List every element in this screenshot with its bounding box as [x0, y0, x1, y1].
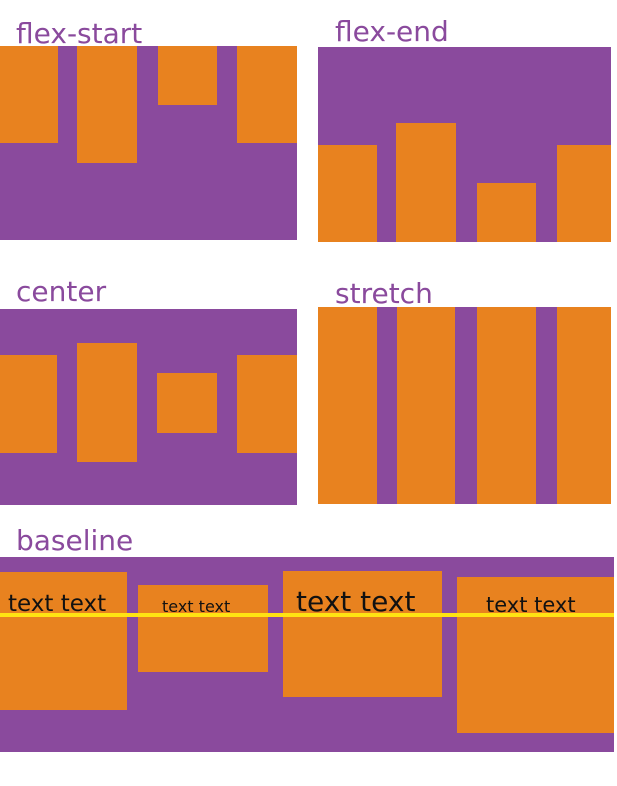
flex-item-box: text text — [283, 571, 442, 697]
flex-item-box — [77, 46, 137, 163]
panel-baseline: text text text text text text text text — [0, 557, 614, 752]
panel-flex-end — [318, 47, 611, 242]
panel-label-center: center — [16, 275, 107, 308]
panel-label-flex-start: flex-start — [16, 17, 143, 50]
panel-stretch — [318, 307, 611, 504]
flex-item-box: text text — [138, 585, 268, 672]
baseline-indicator-line — [0, 613, 614, 617]
flex-item-box — [397, 307, 455, 504]
flex-item-box — [237, 355, 297, 453]
flex-item-box — [396, 123, 456, 242]
flex-item-box — [0, 355, 57, 453]
flex-item-box — [158, 46, 217, 105]
flex-item-box — [557, 307, 611, 504]
flex-item-box: text text — [457, 577, 614, 733]
flex-item-box — [157, 373, 217, 433]
flex-item-box — [77, 343, 137, 462]
panel-flex-start — [0, 46, 297, 240]
baseline-item-text: text text — [8, 591, 107, 617]
baseline-item-text: text text — [162, 597, 231, 616]
baseline-item-text: text text — [296, 585, 416, 618]
flex-item-box — [237, 46, 297, 143]
flex-item-box — [318, 145, 377, 242]
panel-label-flex-end: flex-end — [335, 15, 449, 48]
flex-item-box — [0, 46, 58, 143]
flex-item-box — [477, 183, 536, 242]
flex-item-box — [477, 307, 536, 504]
flex-item-box — [557, 145, 611, 242]
flex-item-box — [318, 307, 377, 504]
panel-label-stretch: stretch — [335, 277, 433, 310]
flex-item-box: text text — [0, 572, 127, 710]
panel-label-baseline: baseline — [16, 524, 134, 557]
baseline-item-text: text text — [486, 593, 576, 617]
panel-center — [0, 309, 297, 505]
